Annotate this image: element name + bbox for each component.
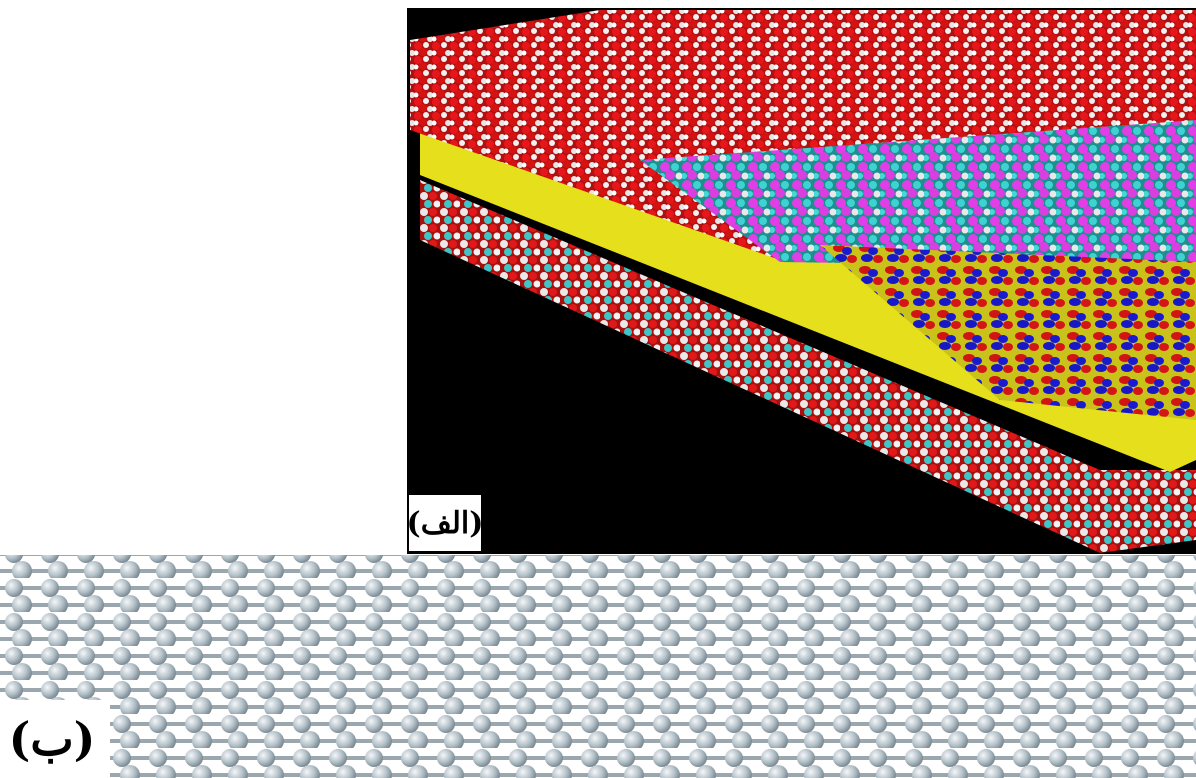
panel-label: (الف)	[407, 506, 484, 541]
page: (الف) (ب) (() => { const data = JSON.par…	[0, 0, 1196, 778]
panel-a: (الف)	[407, 8, 1196, 554]
figure: (الف) (ب)	[0, 0, 1196, 778]
panel-label: (ب)	[9, 712, 96, 766]
graphene-lattice	[0, 555, 1196, 778]
panel-b: (ب)	[0, 555, 1196, 778]
